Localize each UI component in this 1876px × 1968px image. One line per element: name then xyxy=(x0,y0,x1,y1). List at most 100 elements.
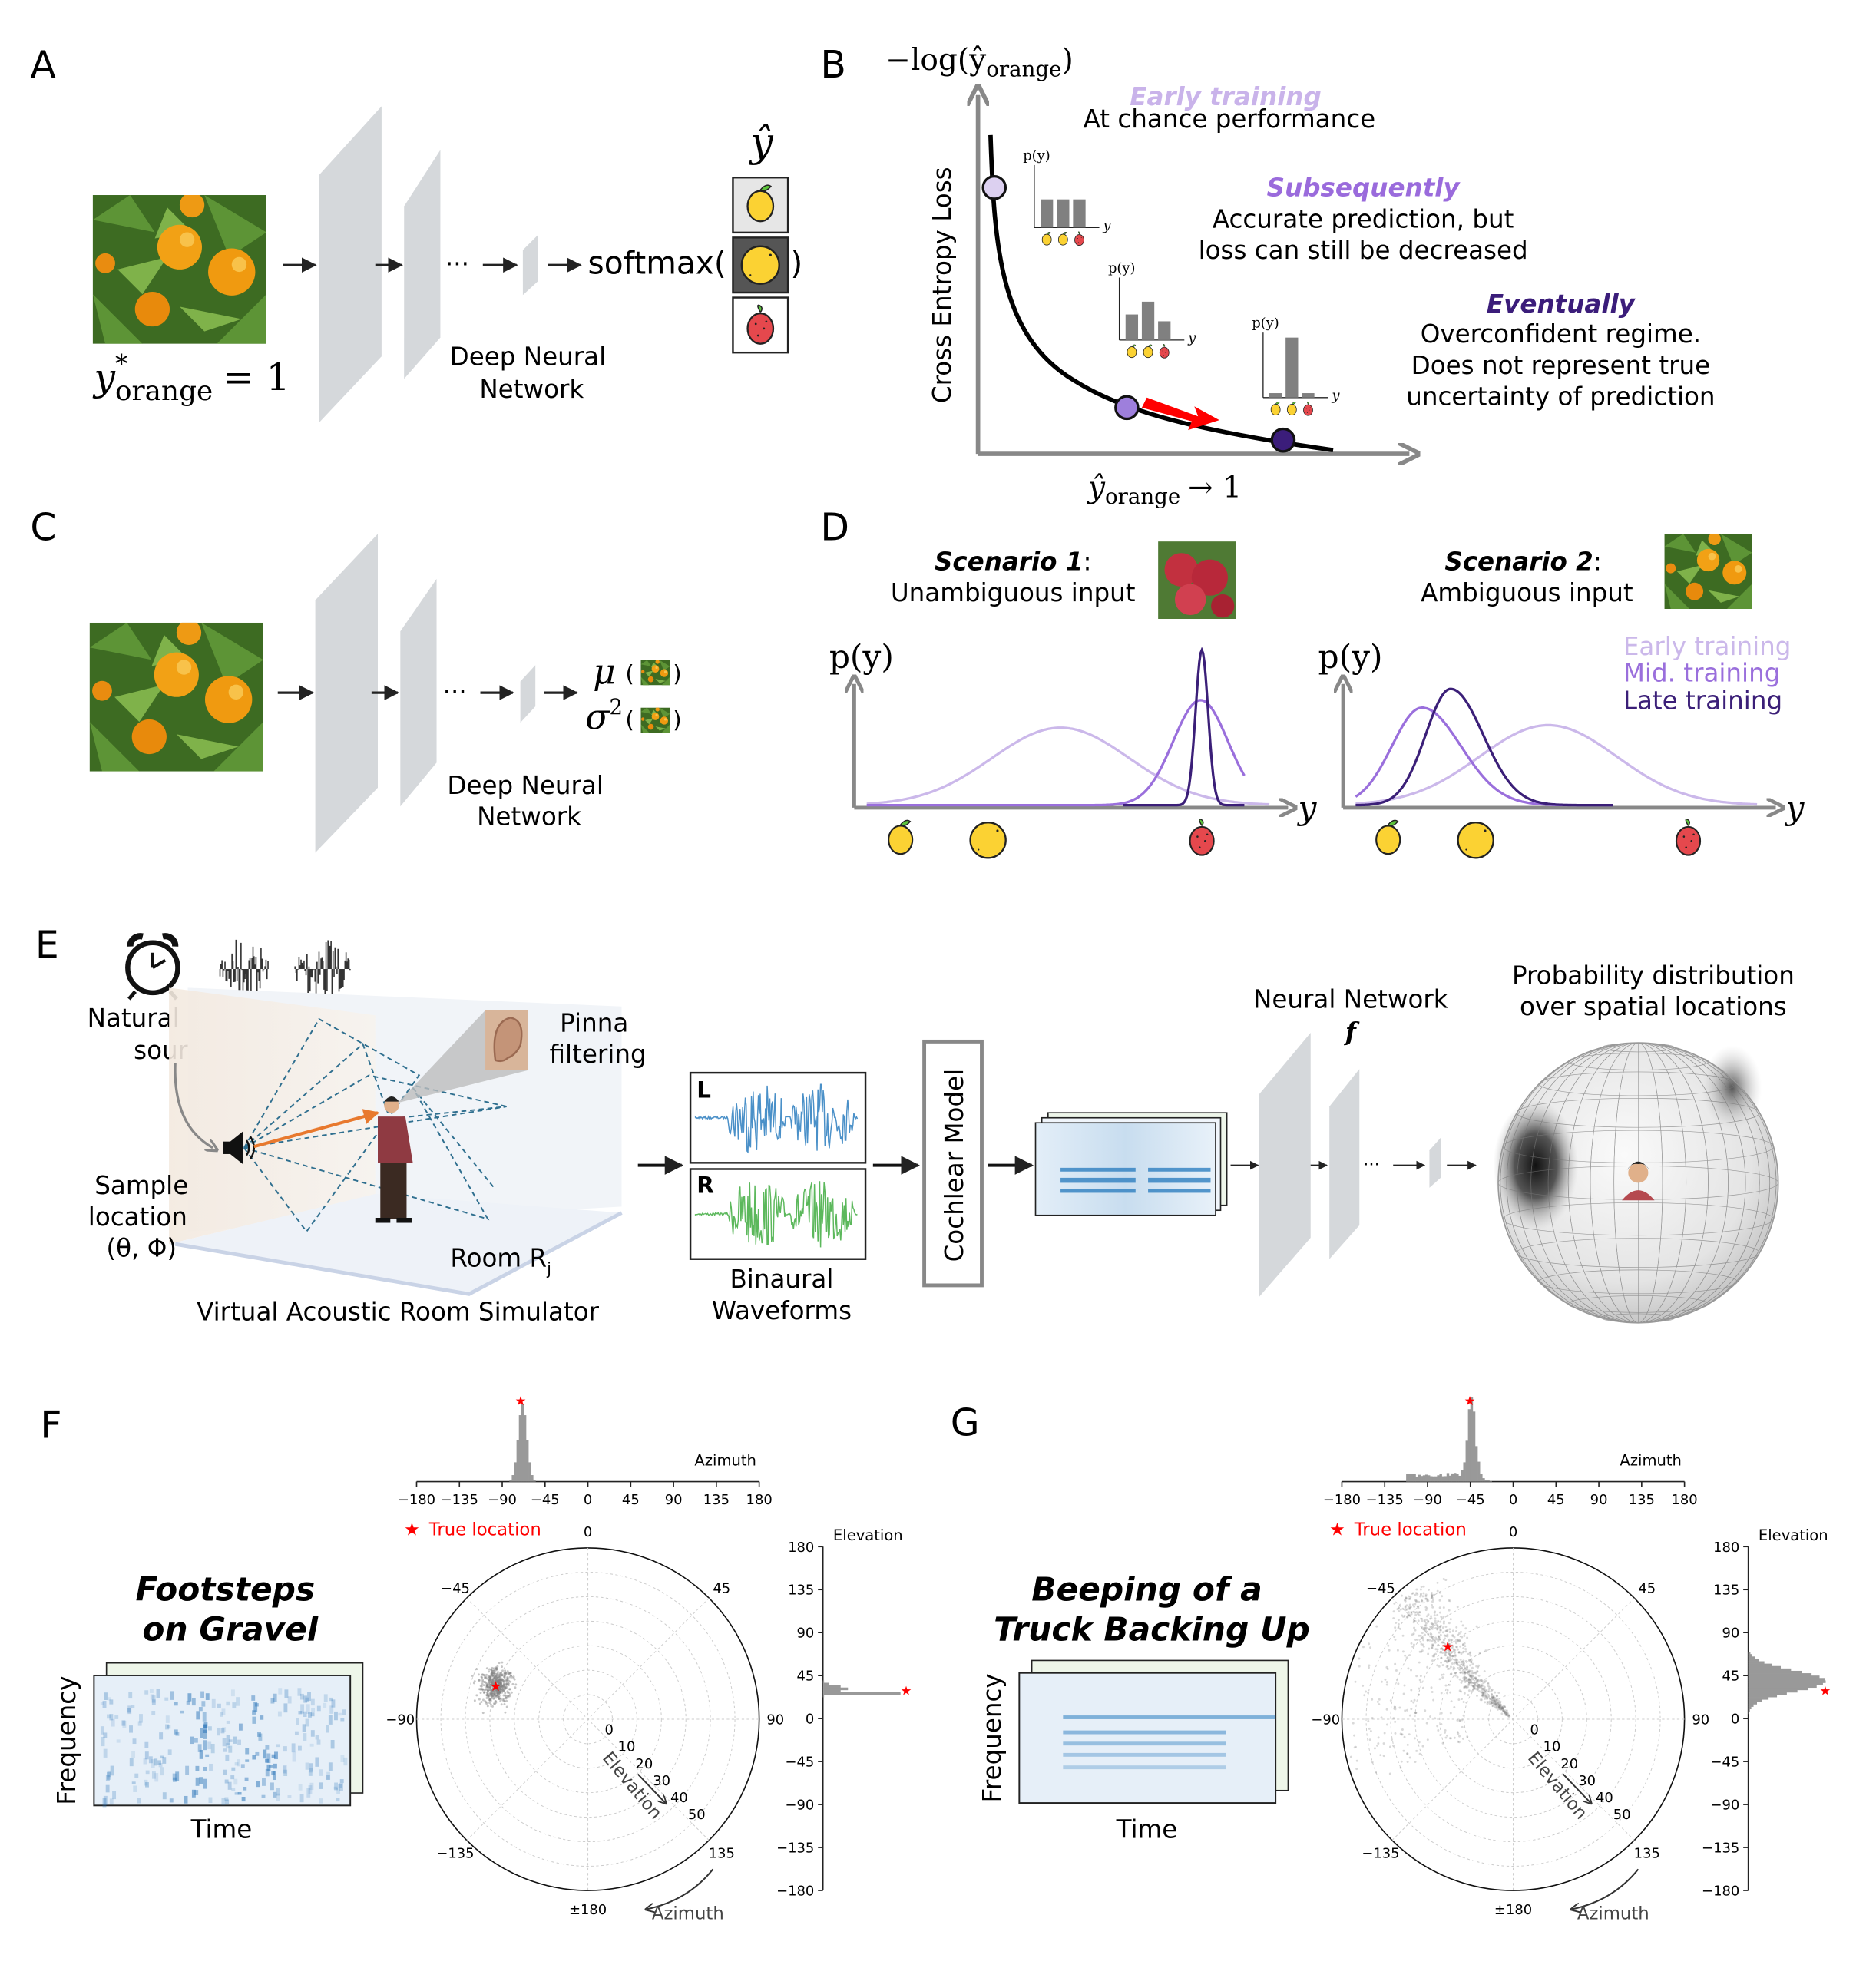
elevation-tick-label: −90 xyxy=(785,1798,814,1814)
prediction-point xyxy=(496,1690,498,1693)
spectrogram-cell xyxy=(307,1692,311,1702)
prediction-point xyxy=(498,1678,501,1680)
ellipsis: ··· xyxy=(1363,1155,1380,1175)
prediction-point xyxy=(1419,1588,1422,1591)
prediction-point xyxy=(1500,1707,1504,1710)
prediction-point xyxy=(481,1688,484,1691)
prediction-point xyxy=(494,1702,497,1705)
spectrogram-cell xyxy=(184,1795,188,1804)
prediction-point xyxy=(495,1679,498,1681)
prediction-point xyxy=(495,1677,498,1680)
prediction-point xyxy=(1352,1722,1355,1725)
prediction-point xyxy=(1449,1737,1452,1740)
prediction-point xyxy=(1454,1649,1457,1652)
prediction-point xyxy=(493,1687,496,1690)
azimuth-hist-bar xyxy=(1420,1476,1424,1482)
prediction-point xyxy=(486,1705,489,1708)
prediction-point xyxy=(1494,1698,1497,1702)
prediction-point xyxy=(491,1685,494,1688)
azimuth-tick-label: −90 xyxy=(488,1492,517,1508)
prediction-point xyxy=(1458,1665,1461,1669)
prediction-point xyxy=(1466,1665,1469,1669)
prediction-point xyxy=(1472,1682,1475,1685)
orange-thumbnail xyxy=(640,707,670,733)
spectrogram-cell xyxy=(302,1724,306,1732)
prediction-point xyxy=(1446,1635,1449,1638)
prediction-point xyxy=(1394,1720,1397,1723)
prediction-point xyxy=(479,1688,482,1691)
lychee-image xyxy=(1158,541,1236,620)
prediction-point xyxy=(1424,1606,1428,1609)
mini-y-label: p(y) xyxy=(1252,316,1279,332)
prediction-point xyxy=(502,1698,505,1701)
prediction-point xyxy=(1410,1611,1413,1614)
polar-azimuth-label: −90 xyxy=(385,1712,415,1728)
spectrogram-cell xyxy=(244,1777,249,1781)
prediction-point xyxy=(491,1684,495,1687)
prediction-point xyxy=(1484,1649,1487,1652)
prediction-point xyxy=(491,1691,495,1694)
prediction-point xyxy=(1377,1736,1380,1739)
prediction-point xyxy=(481,1680,485,1683)
prediction-point xyxy=(1471,1672,1474,1675)
prediction-point xyxy=(1448,1599,1450,1602)
prediction-point xyxy=(493,1676,496,1679)
prediction-point xyxy=(1411,1592,1414,1595)
prediction-point xyxy=(1494,1702,1497,1705)
prediction-point xyxy=(488,1676,491,1679)
azimuth-hist-bar xyxy=(533,1480,536,1482)
prediction-point xyxy=(501,1669,504,1672)
prediction-point xyxy=(1457,1740,1460,1743)
prediction-point xyxy=(1429,1617,1432,1620)
prediction-point xyxy=(508,1693,511,1696)
prediction-point xyxy=(1477,1683,1481,1686)
spectrogram-cell xyxy=(131,1781,136,1784)
prediction-point xyxy=(482,1692,485,1695)
prediction-point xyxy=(1483,1689,1486,1692)
prediction-point xyxy=(1451,1646,1454,1649)
prediction-point xyxy=(1363,1694,1366,1697)
prediction-point xyxy=(1408,1606,1411,1609)
prediction-point xyxy=(1473,1682,1476,1685)
prediction-point xyxy=(1440,1661,1443,1664)
spectrogram-cell xyxy=(252,1710,256,1715)
pinna-label-line2: filtering xyxy=(550,1040,647,1069)
orange-thumbnail xyxy=(640,660,670,686)
prediction-point xyxy=(488,1675,491,1679)
prediction-point xyxy=(500,1677,503,1680)
prediction-point xyxy=(1488,1702,1491,1705)
prediction-point xyxy=(1480,1691,1483,1694)
spectrogram-cell xyxy=(316,1739,321,1745)
prediction-point xyxy=(1499,1705,1502,1708)
elevation-direction-arrow xyxy=(1562,1773,1591,1803)
panel-label-d: D xyxy=(820,505,849,549)
spectrogram-cell xyxy=(305,1697,309,1702)
network-layer-last xyxy=(522,235,538,296)
prediction-point xyxy=(1387,1644,1390,1647)
prediction-point xyxy=(1430,1615,1433,1618)
polar-elevation-label: 40 xyxy=(670,1790,688,1806)
spectrogram-cell xyxy=(203,1766,207,1771)
spectrogram-cell xyxy=(234,1762,239,1766)
prediction-point xyxy=(1448,1683,1451,1686)
prediction-point xyxy=(500,1703,503,1706)
prediction-point xyxy=(1435,1638,1438,1641)
prediction-point xyxy=(503,1702,506,1705)
prediction-point xyxy=(495,1685,498,1688)
prediction-point xyxy=(1397,1626,1400,1629)
prediction-point xyxy=(494,1682,497,1685)
prediction-point xyxy=(497,1695,500,1698)
spectrogram-cell xyxy=(254,1703,259,1707)
prediction-point xyxy=(1448,1648,1451,1651)
spectrogram-cell xyxy=(112,1791,117,1800)
prediction-point xyxy=(1497,1703,1500,1706)
azimuth-gridline xyxy=(466,1597,710,1841)
prediction-point xyxy=(1452,1666,1455,1669)
spectrogram-cell xyxy=(224,1797,229,1801)
prediction-point xyxy=(1470,1659,1473,1662)
mu-open: ( xyxy=(625,660,634,686)
prediction-point xyxy=(500,1679,503,1681)
spectrogram-cell xyxy=(164,1697,169,1701)
prediction-point xyxy=(496,1691,499,1694)
spectrogram-cell xyxy=(343,1757,348,1766)
